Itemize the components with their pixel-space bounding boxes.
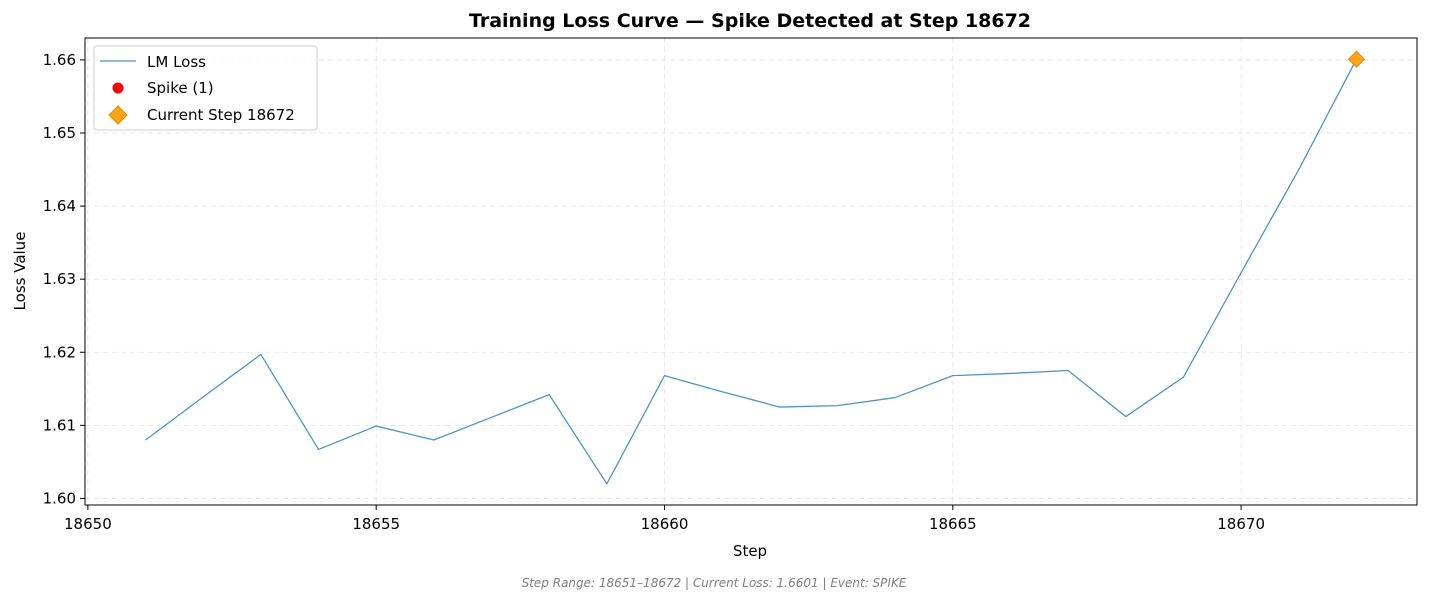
plot-frame [84, 37, 1418, 506]
series-layer [145, 50, 1366, 485]
legend: LM Loss Spike (1) Current Step 18672 [93, 45, 318, 131]
y-tick-label: 1.62 [43, 343, 76, 361]
y-tick-label: 1.64 [43, 197, 76, 215]
y-axis-ticks: 1.60 1.61 1.62 1.63 1.64 1.65 1.66 [43, 51, 85, 507]
legend-item-lm-loss: LM Loss [147, 53, 206, 71]
x-axis-label: Step [733, 542, 767, 560]
x-tick-label: 18665 [929, 515, 977, 533]
legend-item-current-step: Current Step 18672 [147, 106, 295, 124]
lm-loss-line [145, 58, 1358, 485]
chart-title: Training Loss Curve — Spike Detected at … [469, 10, 1031, 32]
legend-item-spike: Spike (1) [147, 79, 214, 97]
y-axis-label: Loss Value [11, 232, 29, 311]
x-tick-label: 18655 [352, 515, 400, 533]
current-step-marker [1347, 50, 1366, 68]
y-tick-label: 1.63 [43, 270, 76, 288]
footer-summary: Step Range: 18651–18672 | Current Loss: … [522, 576, 907, 590]
x-tick-label: 18670 [1217, 515, 1265, 533]
y-tick-label: 1.66 [43, 51, 76, 69]
x-tick-label: 18650 [64, 515, 112, 533]
legend-spike-swatch [112, 82, 124, 94]
y-tick-label: 1.61 [43, 416, 76, 434]
x-tick-label: 18660 [641, 515, 689, 533]
x-axis-ticks: 18650 18655 18660 18665 18670 [64, 505, 1265, 533]
legend-current-swatch [108, 105, 128, 125]
legend-box [93, 45, 318, 131]
y-tick-label: 1.65 [43, 124, 76, 142]
grid [85, 38, 1417, 505]
y-tick-label: 1.60 [43, 489, 76, 507]
